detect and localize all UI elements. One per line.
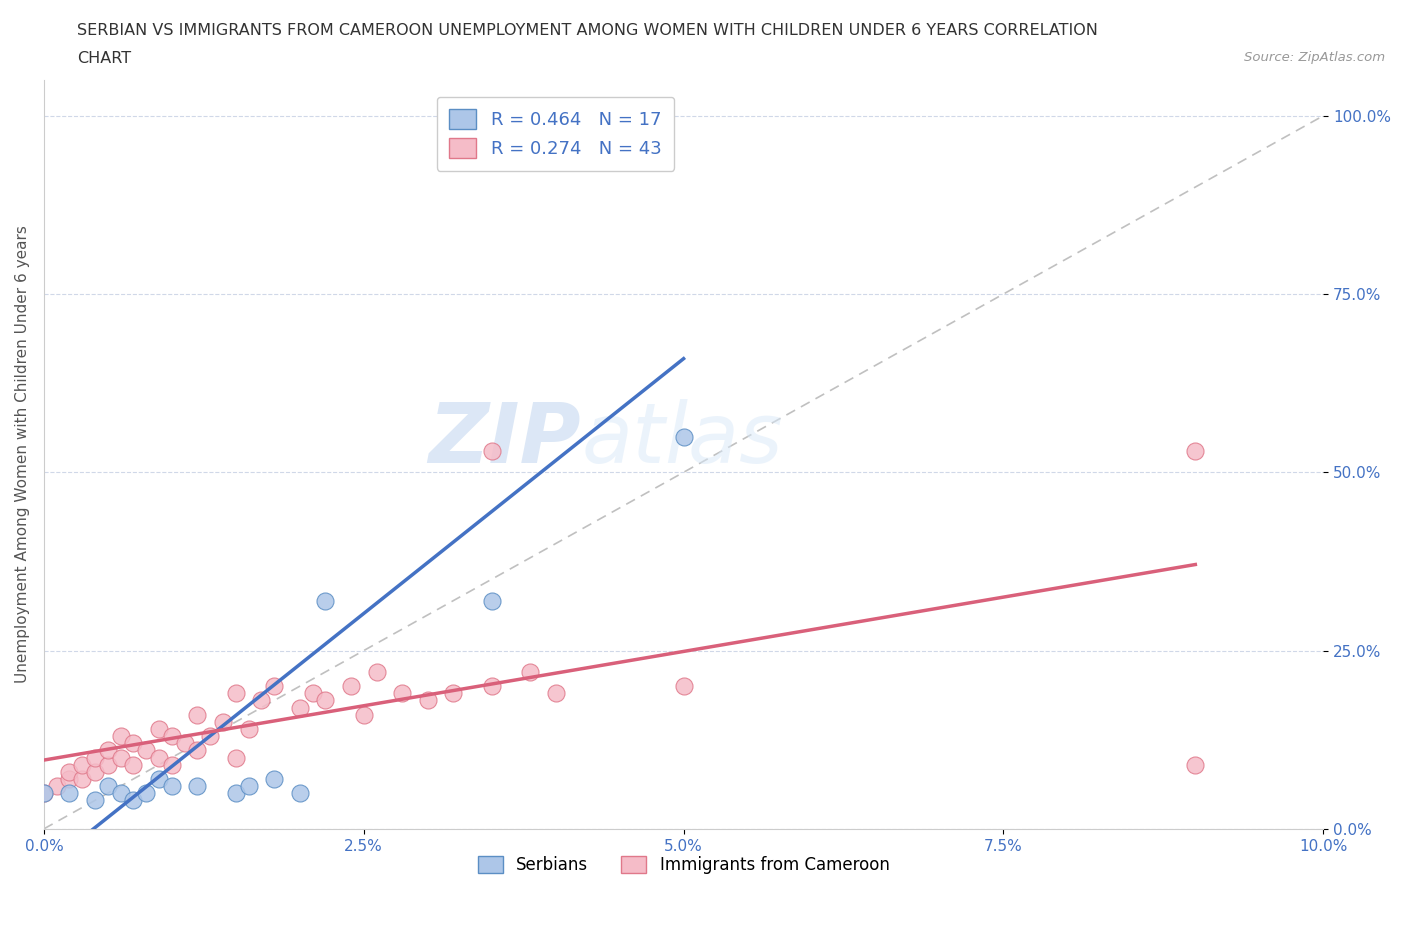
Point [391,686,413,701]
Point [45,778,67,793]
Point [84,764,107,779]
Text: atlas: atlas [581,399,783,480]
Point [97,778,120,793]
Point [135,743,157,758]
Point [84,751,107,765]
Point [441,686,464,701]
Point [225,686,247,701]
Point [173,736,195,751]
Point [481,444,503,458]
Point [481,593,503,608]
Legend: Serbians, Immigrants from Cameroon: Serbians, Immigrants from Cameroon [471,849,896,881]
Point [1184,757,1206,772]
Point [32,786,55,801]
Point [58,764,80,779]
Point [160,778,183,793]
Point [200,729,222,744]
Point [225,786,247,801]
Point [122,736,145,751]
Point [186,743,208,758]
Point [110,729,132,744]
Point [250,693,273,708]
Point [288,700,311,715]
Point [122,757,145,772]
Point [1184,444,1206,458]
Point [72,757,94,772]
Point [212,714,235,729]
Point [416,693,439,708]
Point [148,772,170,787]
Point [353,708,375,723]
Text: CHART: CHART [77,51,131,66]
Point [672,430,695,445]
Point [301,686,323,701]
Point [238,722,260,737]
Point [366,665,388,680]
Point [186,708,208,723]
Point [122,793,145,808]
Point [519,665,541,680]
Point [160,757,183,772]
Point [148,751,170,765]
Point [58,772,80,787]
Point [148,722,170,737]
Point [58,786,80,801]
Point [72,772,94,787]
Text: SERBIAN VS IMMIGRANTS FROM CAMEROON UNEMPLOYMENT AMONG WOMEN WITH CHILDREN UNDER: SERBIAN VS IMMIGRANTS FROM CAMEROON UNEM… [77,23,1098,38]
Point [97,757,120,772]
Point [160,729,183,744]
Point [84,793,107,808]
Point [263,679,285,694]
Point [314,593,336,608]
Text: Source: ZipAtlas.com: Source: ZipAtlas.com [1244,51,1385,64]
Point [314,693,336,708]
Y-axis label: Unemployment Among Women with Children Under 6 years: Unemployment Among Women with Children U… [15,226,30,684]
Point [481,679,503,694]
Point [225,751,247,765]
Point [544,686,567,701]
Point [481,129,503,144]
Point [135,786,157,801]
Point [288,786,311,801]
Point [32,786,55,801]
Point [110,751,132,765]
Text: ZIP: ZIP [429,399,581,480]
Point [340,679,363,694]
Point [238,778,260,793]
Point [263,772,285,787]
Point [97,743,120,758]
Point [110,786,132,801]
Point [672,679,695,694]
Point [186,778,208,793]
